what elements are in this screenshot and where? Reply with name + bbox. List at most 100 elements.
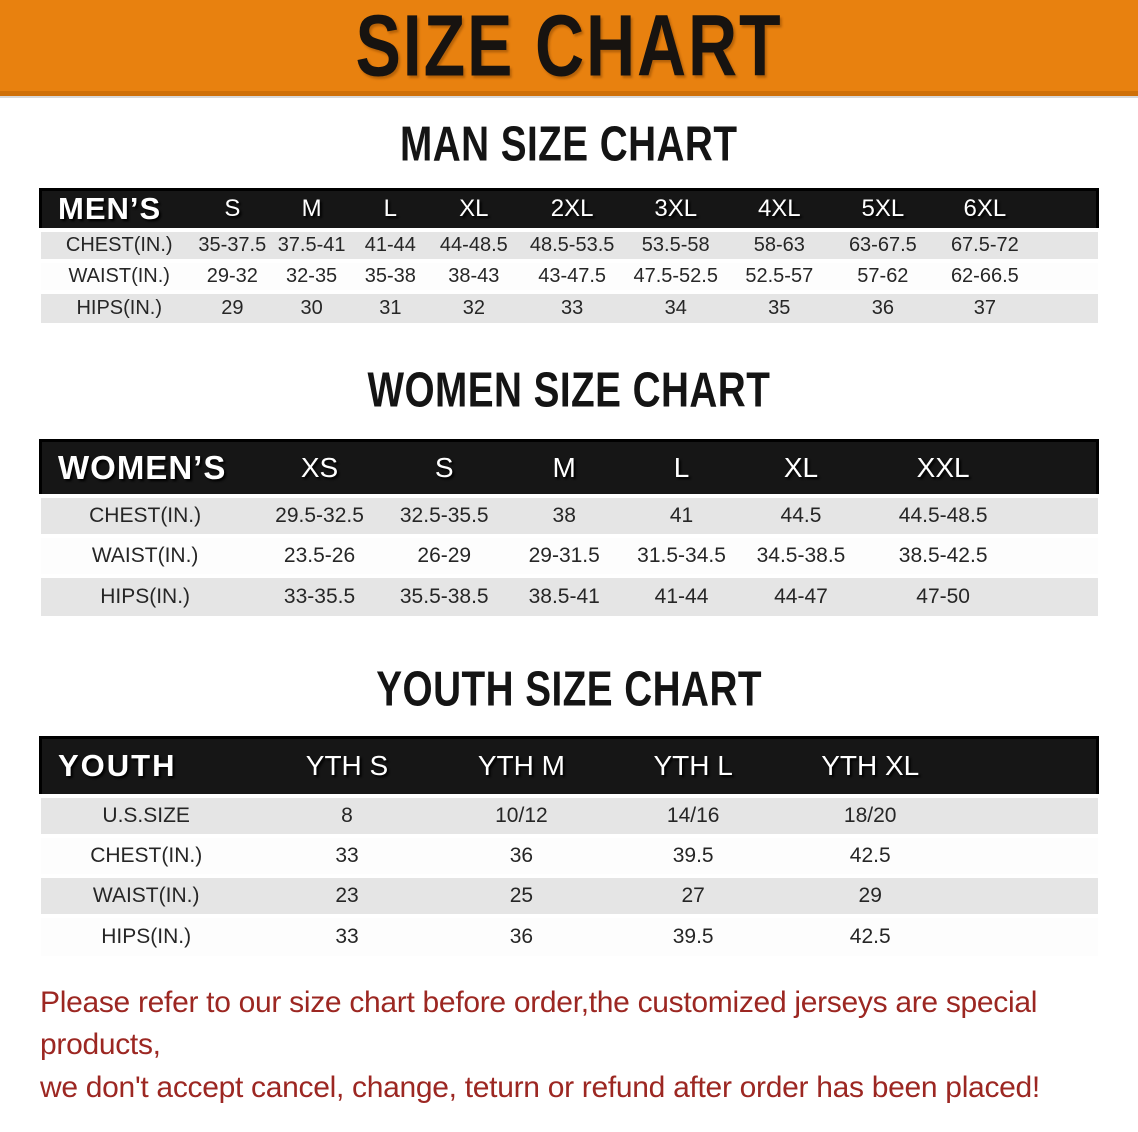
row-label: WAIST(IN.): [40, 258, 198, 292]
youth-column-header: YTH XL: [785, 736, 955, 797]
size-cell: 14/16: [600, 793, 786, 836]
size-cell: 42.5: [785, 913, 955, 956]
women-column-header: XL: [733, 438, 869, 498]
row-label: HIPS(IN.): [40, 289, 198, 323]
size-cell: 47-50: [868, 574, 1019, 616]
size-cell: 41: [629, 494, 734, 536]
women-chest-row: CHEST(IN.) 29.5-32.5 32.5-35.5 38 41 44.…: [40, 494, 1098, 536]
youth-chest-row: CHEST(IN.) 33 36 39.5 42.5: [40, 833, 1098, 876]
size-cell: 25: [442, 873, 601, 916]
women-column-header: XS: [249, 438, 390, 498]
size-cell: 23: [251, 873, 443, 916]
disclaimer: Please refer to our size chart before or…: [40, 982, 1118, 1110]
row-label: HIPS(IN.): [40, 574, 250, 616]
size-cell: 43-47.5: [523, 258, 621, 292]
size-cell: 35-37.5: [197, 227, 267, 261]
size-cell: 29-32: [197, 258, 267, 292]
row-label: CHEST(IN.): [40, 494, 250, 536]
women-group-label: WOMEN’S: [38, 438, 250, 498]
size-cell: 38: [499, 494, 630, 536]
size-cell: 34.5-38.5: [733, 534, 869, 576]
size-cell: 39.5: [600, 833, 786, 876]
size-cell: 32.5-35.5: [389, 494, 500, 536]
row-spacer: [1018, 574, 1098, 616]
size-cell: 18/20: [785, 793, 955, 836]
men-column-header: M: [266, 188, 357, 231]
women-column-header: L: [629, 438, 734, 498]
size-cell: 36: [442, 913, 601, 956]
row-label: WAIST(IN.): [40, 873, 252, 916]
size-cell: 53.5-58: [620, 227, 731, 261]
men-header-row: MEN’S S M L XL 2XL 3XL 4XL 5XL 6XL: [38, 188, 1099, 231]
size-cell: 42.5: [785, 833, 955, 876]
row-spacer: [954, 913, 1098, 956]
row-spacer: [954, 793, 1098, 836]
youth-section-title-text: YOUTH SIZE CHART: [376, 662, 762, 717]
women-column-header: S: [389, 438, 500, 498]
size-cell: 35-38: [356, 258, 425, 292]
size-cell: 29: [785, 873, 955, 916]
disclaimer-line-2: we don't accept cancel, change, teturn o…: [40, 1070, 1040, 1104]
size-cell: 36: [827, 289, 938, 323]
youth-size-table: YOUTH YTH S YTH M YTH L YTH XL U.S.SIZE …: [38, 736, 1099, 956]
women-section-title-text: WOMEN SIZE CHART: [367, 362, 771, 418]
row-spacer: [1018, 534, 1098, 576]
size-cell: 41-44: [356, 227, 425, 261]
size-cell: 62-66.5: [937, 258, 1032, 292]
size-cell: 27: [600, 873, 786, 916]
women-header-row: WOMEN’S XS S M L XL XXL: [38, 438, 1100, 498]
size-cell: 31.5-34.5: [629, 534, 734, 576]
youth-header-row: YOUTH YTH S YTH M YTH L YTH XL: [38, 736, 1099, 797]
youth-column-header: YTH M: [442, 736, 601, 797]
youth-ussize-row: U.S.SIZE 8 10/12 14/16 18/20: [40, 793, 1098, 836]
size-cell: 47.5-52.5: [620, 258, 731, 292]
row-label: WAIST(IN.): [40, 534, 250, 576]
size-cell: 32-35: [266, 258, 357, 292]
men-column-header: XL: [424, 188, 524, 231]
size-cell: 44.5: [733, 494, 869, 536]
size-cell: 23.5-26: [249, 534, 390, 576]
banner: SIZE CHART: [0, 0, 1138, 96]
women-size-table: WOMEN’S XS S M L XL XXL CHEST(IN.) 29.5-…: [38, 438, 1100, 616]
size-cell: 37.5-41: [266, 227, 357, 261]
size-cell: 57-62: [827, 258, 938, 292]
size-cell: 32: [424, 289, 524, 323]
women-column-header: M: [499, 438, 630, 498]
size-cell: 37: [937, 289, 1032, 323]
men-column-header: 2XL: [523, 188, 621, 231]
men-group-label: MEN’S: [38, 188, 198, 231]
row-label: CHEST(IN.): [40, 227, 198, 261]
youth-column-header: YTH S: [251, 736, 443, 797]
header-spacer: [954, 736, 1099, 797]
size-cell: 35: [730, 289, 828, 323]
men-column-header: L: [356, 188, 425, 231]
size-cell: 52.5-57: [730, 258, 828, 292]
row-label: U.S.SIZE: [40, 793, 252, 836]
men-column-header: 3XL: [620, 188, 731, 231]
women-column-header: XXL: [868, 438, 1019, 498]
row-spacer: [954, 833, 1098, 876]
size-cell: 48.5-53.5: [523, 227, 621, 261]
men-size-table: MEN’S S M L XL 2XL 3XL 4XL 5XL 6XL CHEST…: [38, 188, 1099, 323]
men-column-header: 5XL: [827, 188, 938, 231]
size-cell: 26-29: [389, 534, 500, 576]
size-cell: 33-35.5: [249, 574, 390, 616]
women-waist-row: WAIST(IN.) 23.5-26 26-29 29-31.5 31.5-34…: [40, 534, 1098, 576]
size-cell: 8: [251, 793, 443, 836]
size-cell: 67.5-72: [937, 227, 1032, 261]
size-cell: 33: [251, 913, 443, 956]
women-hips-row: HIPS(IN.) 33-35.5 35.5-38.5 38.5-41 41-4…: [40, 574, 1098, 616]
size-cell: 41-44: [629, 574, 734, 616]
size-cell: 38.5-41: [499, 574, 630, 616]
row-label: CHEST(IN.): [40, 833, 252, 876]
youth-group-label: YOUTH: [38, 736, 252, 797]
size-cell: 35.5-38.5: [389, 574, 500, 616]
youth-column-header: YTH L: [600, 736, 786, 797]
size-cell: 44.5-48.5: [868, 494, 1019, 536]
header-spacer: [1031, 188, 1099, 231]
header-spacer: [1018, 438, 1100, 498]
row-label: HIPS(IN.): [40, 913, 252, 956]
size-cell: 29.5-32.5: [249, 494, 390, 536]
size-cell: 31: [356, 289, 425, 323]
women-section-title: WOMEN SIZE CHART: [0, 362, 1138, 418]
